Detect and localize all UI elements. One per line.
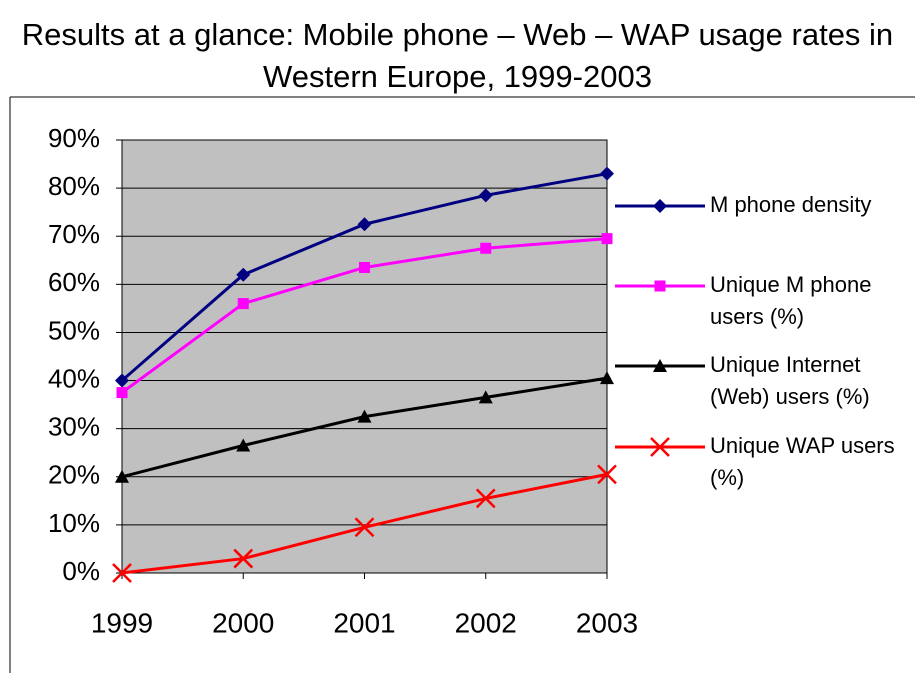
y-tick-label: 60% bbox=[48, 267, 100, 297]
y-tick-label: 70% bbox=[48, 219, 100, 249]
marker bbox=[653, 199, 667, 213]
y-tick-label: 50% bbox=[48, 315, 100, 345]
legend-label: M phone density bbox=[710, 192, 872, 217]
marker bbox=[654, 280, 666, 292]
marker bbox=[357, 409, 372, 423]
marker bbox=[115, 469, 129, 483]
legend-label: Unique M phone users (%) bbox=[710, 272, 872, 329]
marker bbox=[115, 373, 129, 388]
plot-area bbox=[121, 139, 608, 574]
marker bbox=[601, 233, 613, 245]
marker bbox=[357, 217, 372, 232]
legend-label: Unique Internet (Web) users (%) bbox=[710, 352, 870, 409]
marker bbox=[236, 438, 251, 452]
marker bbox=[359, 261, 370, 273]
marker bbox=[478, 390, 493, 404]
marker bbox=[600, 371, 614, 385]
marker bbox=[480, 242, 492, 254]
y-tick-label: 0% bbox=[62, 556, 100, 586]
marker bbox=[597, 464, 617, 485]
marker bbox=[116, 387, 128, 399]
marker bbox=[354, 517, 375, 538]
marker bbox=[236, 267, 251, 282]
marker bbox=[237, 298, 249, 310]
y-tick-label: 80% bbox=[48, 171, 100, 201]
marker bbox=[475, 488, 496, 509]
x-tick-label: 2001 bbox=[333, 607, 395, 638]
marker bbox=[112, 563, 132, 583]
x-tick-label: 1999 bbox=[91, 607, 153, 638]
x-tick-label: 2002 bbox=[455, 607, 517, 638]
y-tick-label: 90% bbox=[48, 123, 100, 153]
x-tick-label: 2003 bbox=[576, 607, 638, 638]
marker bbox=[653, 359, 667, 372]
marker bbox=[478, 188, 493, 203]
y-tick-label: 20% bbox=[48, 460, 100, 490]
y-tick-label: 10% bbox=[48, 508, 100, 538]
y-tick-label: 30% bbox=[48, 412, 100, 442]
legend-label: Unique WAP users (%) bbox=[710, 433, 895, 490]
marker bbox=[650, 437, 670, 457]
y-tick-label: 40% bbox=[48, 363, 100, 393]
chart-title: Results at a glance: Mobile phone – Web … bbox=[21, 17, 894, 94]
marker bbox=[600, 166, 614, 181]
marker bbox=[233, 548, 254, 569]
x-tick-label: 2000 bbox=[212, 607, 274, 638]
